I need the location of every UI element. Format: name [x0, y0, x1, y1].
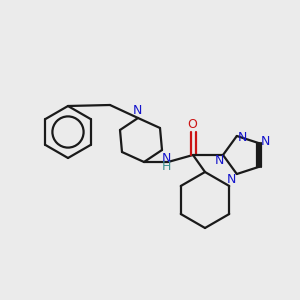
- Text: H: H: [161, 160, 171, 173]
- Text: N: N: [132, 104, 142, 118]
- Text: N: N: [227, 172, 236, 185]
- Text: N: N: [238, 131, 248, 145]
- Text: N: N: [161, 152, 171, 164]
- Text: N: N: [214, 154, 224, 167]
- Text: O: O: [187, 118, 197, 130]
- Text: N: N: [260, 135, 270, 148]
